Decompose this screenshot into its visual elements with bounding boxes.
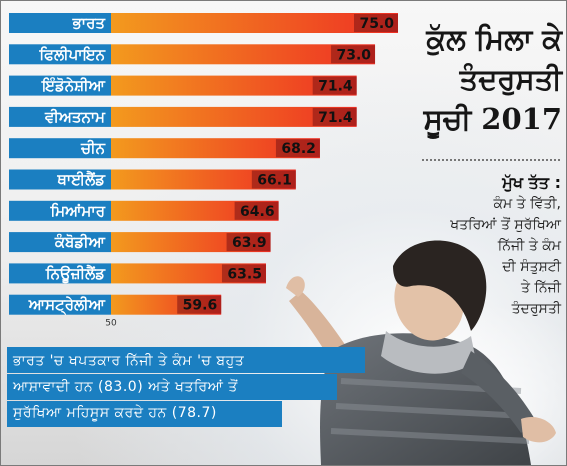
- value-label: 68.2: [281, 141, 316, 157]
- category-label-box: [9, 294, 111, 315]
- value-box: [275, 139, 320, 158]
- value-box: [331, 45, 376, 64]
- bar-chart: ਭਾਰਤ 75.0 ਫਿਲੀਪਾਇਨ 73.0 ਇੰਡੋਨੇਸ਼ੀਆ 71.4 ਵੀਅਤਨਾ…: [9, 13, 398, 329]
- category-label-box: [9, 44, 111, 65]
- india-note: ਭਾਰਤ 'ਚ ਖਪਤਕਾਰ ਨਿੱਜੀ ਤੇ ਕੰਮ 'ਚ ਬਹੁਤ ਆਸ਼ਾ…: [13, 348, 368, 426]
- category-label-box: [9, 263, 111, 284]
- bar: [111, 13, 398, 33]
- category-label-box: [9, 75, 111, 96]
- title-line: ਸੂਚੀ 2017: [423, 102, 562, 136]
- category-label-box: [9, 138, 111, 159]
- key-factor-line: ਤੰਦਰੁਸਤੀ: [511, 301, 561, 317]
- category-label: ਇੰਡੋਨੇਸ਼ੀਆ: [41, 76, 106, 95]
- category-label: ਚੀਨ: [80, 139, 106, 157]
- value-box: [177, 295, 222, 314]
- category-label: ਫਿਲੀਪਾਇਨ: [38, 45, 105, 63]
- category-label: ਆਸਟ੍ਰੇਲੀਆ: [28, 296, 106, 317]
- bar: [111, 169, 296, 190]
- key-factor-line: ਤੇ ਨਿੱਜੀ: [520, 280, 561, 296]
- category-label: ਨਿਊਜ਼ੀਲੈਂਡ: [45, 264, 106, 283]
- key-factor-line: ਦੀ ਸੰਤੁਸ਼ਟੀ: [502, 259, 561, 275]
- chart-title: ਕੁੱਲ ਮਿਲਾ ਕੇ ਤੰਦਰੁਸਤੀ ਸੂਚੀ 2017: [407, 19, 562, 139]
- note-line: ਭਾਰਤ 'ਚ ਖਪਤਕਾਰ ਨਿੱਜੀ ਤੇ ਕੰਮ 'ਚ ਬਹੁਤ: [13, 353, 245, 369]
- value-label: 71.4: [318, 110, 353, 126]
- category-label: ਕੰਬੋਡੀਆ: [54, 232, 106, 251]
- title-line: ਕੁੱਲ ਮਿਲਾ ਕੇ: [426, 22, 562, 56]
- category-label: ਵੀਅਤਨਾਮ: [44, 108, 106, 126]
- bar: [111, 106, 357, 127]
- title-line: ਤੰਦਰੁਸਤੀ: [459, 62, 562, 96]
- category-label: ਭਾਰਤ: [72, 14, 107, 32]
- value-label: 75.0: [359, 16, 394, 32]
- value-box: [221, 264, 266, 283]
- value-box: [251, 170, 296, 189]
- category-label-box: [9, 169, 111, 190]
- value-box: [312, 76, 357, 95]
- note-background: [7, 347, 365, 427]
- value-box: [354, 14, 398, 32]
- note-line: ਆਸ਼ਾਵਾਦੀ ਹਨ (83.0) ਅਤੇ ਖਤਰਿਆਂ ਤੋਂ: [13, 379, 238, 395]
- value-box: [312, 107, 357, 126]
- divider: [422, 159, 560, 161]
- key-factors-heading: ਮੁੱਖ ਤੱਤ :: [502, 173, 561, 192]
- value-label: 63.5: [227, 266, 262, 282]
- key-factor-line: ਨਿੱਜੀ ਤੇ ਕੰਮ: [497, 238, 561, 254]
- axis-tick-label: 50: [105, 319, 117, 329]
- bar: [111, 75, 357, 96]
- bar: [111, 44, 376, 65]
- value-label: 63.9: [232, 235, 267, 251]
- value-label: 64.6: [240, 204, 275, 220]
- value-label: 66.1: [257, 173, 292, 189]
- category-label: ਥਾਈਲੈਂਡ: [56, 171, 106, 189]
- category-label: ਮਿਆਂਮਾਰ: [49, 202, 105, 220]
- category-label-box: [9, 200, 111, 221]
- value-box: [234, 201, 279, 220]
- key-factor-line: ਖਤਰਿਆਂ ਤੋਂ ਸੁਰੱਖਿਆ: [450, 217, 561, 233]
- key-factor-line: ਕੰਮ ਤੇ ਵਿੱਤੀ,: [493, 196, 561, 212]
- category-label-box: [9, 232, 111, 253]
- value-box: [226, 233, 271, 252]
- bar: [111, 138, 320, 159]
- note-line: ਸੁਰੱਖਿਆ ਮਹਿਸੂਸ ਕਰਦੇ ਹਨ (78.7): [13, 405, 217, 421]
- category-label-box: [9, 106, 111, 127]
- value-label: 73.0: [336, 47, 371, 63]
- category-label-box: [9, 13, 111, 33]
- key-factors: ਮੁੱਖ ਤੱਤ : ਕੰਮ ਤੇ ਵਿੱਤੀ, ਖਤਰਿਆਂ ਤੋਂ ਸੁਰੱ…: [383, 172, 561, 320]
- value-label: 59.6: [183, 298, 218, 314]
- value-label: 71.4: [318, 79, 353, 95]
